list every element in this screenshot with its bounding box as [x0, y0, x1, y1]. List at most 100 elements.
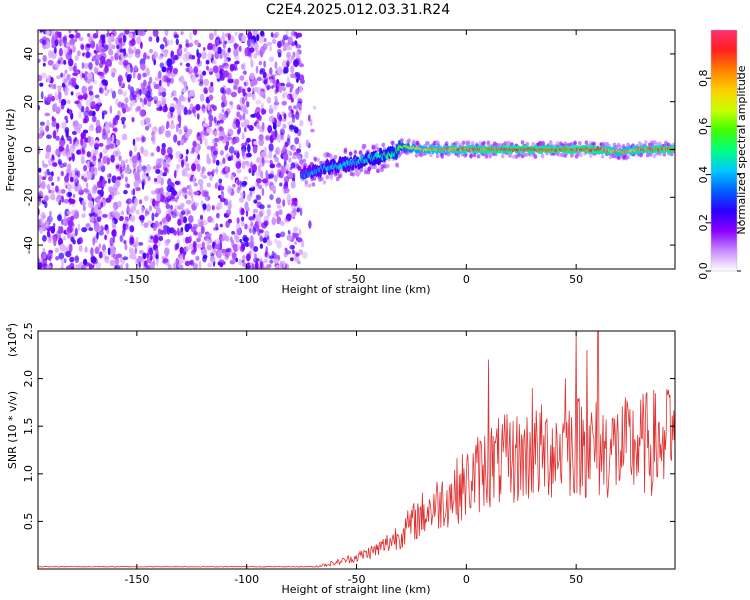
spectrogram-noise-cell [182, 81, 188, 86]
spectrogram-noise-cell [260, 30, 265, 37]
spectrogram-noise-cell [283, 153, 289, 162]
spectrogram-noise-cell [76, 149, 82, 155]
spectrogram-noise-cell [149, 247, 154, 256]
spectrogram-noise-cell [120, 160, 125, 168]
spectrogram-noise-cell [196, 48, 199, 58]
spectrogram-noise-cell [308, 220, 312, 229]
spectrogram-halo-cell [626, 142, 630, 147]
spectrogram-noise-cell [172, 67, 178, 75]
spectrogram-noise-cell [41, 223, 47, 232]
spectrogram-noise-cell [220, 87, 225, 94]
spectrogram-noise-cell [96, 215, 102, 222]
spectrogram-noise-cell [200, 200, 204, 207]
spectrogram-noise-cell [286, 234, 293, 241]
spectrogram-noise-cell [120, 116, 127, 122]
spectrogram-noise-cell [58, 145, 64, 152]
spectrogram-noise-cell [114, 52, 119, 61]
spectrogram-noise-cell [225, 248, 230, 252]
spectrogram-noise-cell [84, 115, 88, 123]
spectrogram-noise-cell [140, 222, 144, 227]
x-tick-label: 0 [463, 273, 470, 286]
spectrogram-noise-cell [125, 71, 128, 78]
spectrogram-y-ticks: -40 -20 0 20 40 [22, 47, 675, 254]
spectrogram-noise-cell [90, 101, 96, 109]
spectrogram-noise-cell [175, 38, 179, 45]
spectrogram-noise-cell [95, 261, 102, 269]
spectrogram-noise-cell [61, 195, 64, 203]
spectrogram-noise-cell [236, 223, 241, 230]
spectrogram-noise-cell [78, 36, 84, 42]
spectrogram-noise-cell [64, 90, 69, 96]
spectrogram-noise-cell [130, 38, 136, 46]
spectrogram-halo-cell [589, 153, 593, 159]
spectrogram-noise-cell [256, 76, 262, 82]
spectrogram-noise-cell [236, 168, 242, 174]
spectrogram-halo-cell [488, 154, 492, 159]
spectrogram-noise-cell [266, 209, 271, 217]
spectrogram-halo-cell [380, 167, 384, 173]
spectrogram-halo-cell [602, 141, 606, 146]
spectrogram-noise-cell [122, 82, 126, 88]
spectrogram-noise-cell [284, 181, 289, 187]
spectrogram-noise-cell [238, 45, 242, 52]
spectrogram-noise-cell [193, 182, 198, 187]
spectrogram-noise-cell [108, 143, 114, 149]
spectrogram-noise-cell [113, 150, 119, 158]
spectrogram-noise-cell [123, 240, 127, 245]
spectrogram-noise-cell [68, 80, 72, 86]
spectrogram-noise-cell [260, 46, 266, 55]
spectrogram-noise-cell [92, 237, 95, 246]
spectrogram-noise-cell [166, 195, 173, 201]
spectrogram-noise-cell [183, 47, 188, 53]
spectrogram-noise-cell [39, 121, 45, 126]
spectrogram-noise-cell [53, 47, 57, 54]
spectrogram-noise-cell [105, 197, 112, 203]
spectrogram-noise-cell [177, 99, 182, 108]
spectrogram-noise-cell [163, 53, 168, 57]
spectrogram-noise-cell [46, 134, 52, 139]
spectrogram-noise-cell [269, 259, 274, 264]
spectrogram-noise-cell [268, 143, 274, 152]
spectrogram-noise-cell [80, 264, 87, 269]
spectrogram-noise-cell [128, 199, 132, 205]
spectrogram-halo-cell [618, 144, 622, 149]
spectrogram-noise-cell [296, 154, 302, 160]
x-tick-label: -50 [348, 573, 366, 586]
spectrogram-noise-cell [258, 138, 265, 147]
spectrogram-noise-cell [208, 94, 214, 101]
spectrogram-noise-cell [46, 253, 51, 261]
spectrogram-noise-cell [50, 95, 56, 102]
spectrogram-noise-cell [244, 47, 249, 57]
spectrogram-noise-cell [153, 83, 160, 90]
spectrogram-noise-cell [289, 244, 296, 250]
spectrogram-noise-cell [141, 206, 145, 214]
spectrogram-halo-cell [333, 154, 338, 160]
spectrogram-noise-cell [49, 210, 52, 218]
x-tick-label: 0 [463, 573, 470, 586]
spectrogram-noise-cell [84, 246, 88, 253]
spectrogram-noise-cell [254, 262, 259, 269]
spectrogram-noise-cell [288, 36, 293, 44]
spectrogram-noise-cell [38, 263, 41, 269]
spectrogram-noise-cell [121, 120, 125, 125]
spectrogram-noise-cell [129, 236, 135, 245]
spectrogram-noise-cell [134, 172, 140, 181]
spectrogram-noise-cell [257, 164, 261, 173]
spectrogram-noise-cell [266, 235, 270, 240]
spectrogram-noise-cell [39, 82, 44, 87]
spectrogram-noise-cell [90, 247, 94, 256]
spectrogram-noise-cell [264, 154, 269, 160]
spectrogram-noise-cell [244, 127, 247, 133]
spectrogram-noise-cell [210, 81, 214, 87]
spectrogram-noise-cell [266, 41, 273, 46]
spectrogram-noise-cell [148, 36, 153, 42]
spectrogram-noise-cell [74, 255, 80, 264]
spectrogram-halo-cell [353, 149, 358, 155]
spectrogram-noise-cell [155, 76, 160, 82]
spectrogram-noise-cell [226, 185, 233, 195]
spectrogram-noise-cell [229, 72, 233, 80]
spectrogram-noise-cell [197, 218, 201, 228]
spectrogram-noise-cell [147, 123, 152, 128]
spectrogram-noise-cell [244, 241, 250, 247]
spectrogram-noise-cell [78, 245, 83, 252]
